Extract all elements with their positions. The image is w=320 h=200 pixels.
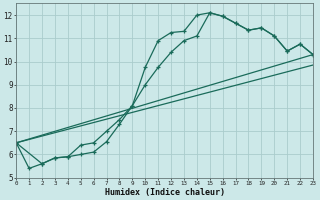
X-axis label: Humidex (Indice chaleur): Humidex (Indice chaleur) (105, 188, 225, 197)
